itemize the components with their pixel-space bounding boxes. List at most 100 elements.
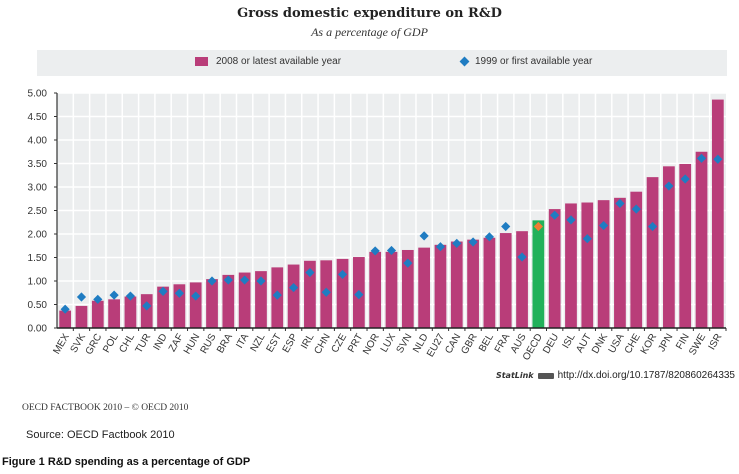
- x-tick-label: SWE: [687, 332, 708, 358]
- bar-mex: [59, 310, 72, 328]
- legend-bar-swatch-icon: [195, 57, 208, 66]
- statlink-logo-icon: [537, 372, 554, 379]
- legend-bar-label: 2008 or latest available year: [216, 56, 342, 67]
- bar-fra: [499, 233, 512, 328]
- bar-jpn: [663, 166, 675, 328]
- bar-dnk: [597, 200, 610, 328]
- marker-nld: [419, 231, 429, 241]
- marker-prt: [354, 290, 364, 300]
- x-tick-label: MEX: [51, 332, 72, 357]
- bar-aus: [516, 231, 528, 328]
- y-tick-label: 5.00: [28, 89, 48, 100]
- x-tick-label: NOR: [361, 332, 382, 357]
- bar-chl: [124, 296, 137, 328]
- statlink-url[interactable]: http://dx.doi.org/10.1787/820860264335: [557, 370, 735, 381]
- bar-isl: [565, 203, 577, 328]
- x-tick-label: BRA: [215, 332, 235, 356]
- bar-nor: [369, 251, 382, 328]
- x-tick-label: DEU: [541, 332, 561, 356]
- marker-kor: [647, 221, 658, 232]
- marker-dnk: [599, 220, 609, 231]
- x-tick-label: TUR: [134, 332, 154, 355]
- marker-rus: [207, 276, 217, 286]
- bar-fin: [679, 163, 692, 328]
- x-tick-label: JPN: [657, 332, 676, 354]
- y-tick-label: 0.50: [28, 300, 48, 311]
- bar-isr: [711, 99, 724, 328]
- y-tick-label: 3.00: [28, 183, 48, 194]
- bar-hun: [189, 282, 202, 328]
- x-tick-label: ESP: [281, 332, 301, 355]
- chart-subtitle: As a percentage of GDP: [311, 25, 428, 39]
- marker-fin: [680, 174, 690, 184]
- bar-kor: [646, 177, 659, 328]
- marker-ita: [240, 275, 250, 285]
- bar-irl: [304, 260, 316, 328]
- x-tick-label: SVN: [395, 332, 415, 355]
- bar-nzl: [255, 271, 267, 328]
- marker-irl: [305, 267, 315, 278]
- marker-est: [272, 290, 282, 300]
- marker-can: [452, 238, 462, 248]
- marker-aut: [582, 234, 592, 244]
- bar-ita: [238, 272, 251, 328]
- x-tick-label: NZL: [249, 332, 268, 354]
- bar-nld: [418, 247, 431, 328]
- factbook-credit: OECD FACTBOOK 2010 – © OECD 2010: [22, 403, 189, 413]
- x-tick-label: CZE: [330, 332, 350, 355]
- legend-diamond-label: 1999 or first available year: [475, 56, 593, 67]
- marker-bra: [223, 275, 233, 285]
- statlink: StatLink http://dx.doi.org/10.1787/82086…: [496, 370, 735, 381]
- marker-pol: [109, 290, 119, 300]
- marker-isr: [713, 154, 723, 164]
- legend: 2008 or latest available year 1999 or fi…: [37, 50, 727, 76]
- bar-ind: [157, 286, 169, 328]
- marker-lux: [386, 245, 397, 256]
- y-tick-label: 2.00: [28, 230, 48, 241]
- source-note: Source: OECD Factbook 2010: [26, 429, 175, 441]
- x-tick-label: ISR: [707, 332, 725, 352]
- marker-mex: [60, 304, 70, 314]
- x-tick-label: RUS: [199, 332, 219, 356]
- bar-grc: [91, 300, 104, 328]
- legend-item-diamonds: 1999 or first available year: [459, 56, 593, 67]
- bar-usa: [614, 197, 626, 328]
- marker-oecd: [533, 221, 543, 232]
- bar-aut: [581, 202, 594, 328]
- y-tick-label: 2.50: [28, 206, 48, 217]
- marker-che: [631, 204, 641, 214]
- x-tick-label: CHN: [312, 332, 332, 356]
- y-tick-label: 4.00: [28, 136, 48, 147]
- y-tick-label: 3.50: [28, 159, 48, 170]
- marker-gbr: [468, 237, 478, 247]
- x-tick-label: DNK: [590, 332, 610, 356]
- bar-can: [450, 241, 463, 328]
- bar-svn: [401, 249, 414, 328]
- legend-diamond-icon: [459, 56, 470, 67]
- bar-rus: [206, 279, 218, 328]
- bar-swe: [695, 151, 708, 328]
- legend-item-bars: 2008 or latest available year: [195, 56, 341, 67]
- y-tick-label: 4.50: [28, 112, 48, 123]
- chart-title: Gross domestic expenditure on R&D: [237, 6, 502, 21]
- x-tick-label: EU27: [425, 332, 447, 360]
- statlink-label: StatLink: [495, 371, 534, 380]
- bar-che: [630, 191, 643, 328]
- marker-fra: [501, 221, 511, 232]
- marker-eu27: [435, 242, 446, 252]
- bar-svk: [75, 305, 88, 328]
- marker-jpn: [664, 181, 674, 191]
- y-tick-label: 0.00: [28, 324, 48, 335]
- x-tick-label: KOR: [639, 332, 659, 356]
- bar-cze: [336, 258, 349, 328]
- bar-eu27: [434, 244, 447, 328]
- bar-pol: [108, 299, 120, 328]
- x-tick-label: HUN: [182, 332, 202, 356]
- marker-nor: [370, 246, 380, 256]
- bar-oecd: [532, 220, 545, 328]
- chart-plot: 0.00 0.50 1.00 1.50 2.00 2.50 3.00 3.50 4.00 4.50…: [28, 89, 727, 363]
- bar-gbr: [467, 239, 479, 328]
- marker-usa: [615, 198, 625, 209]
- marker-bel: [484, 232, 495, 242]
- x-tick-label: EST: [265, 332, 284, 354]
